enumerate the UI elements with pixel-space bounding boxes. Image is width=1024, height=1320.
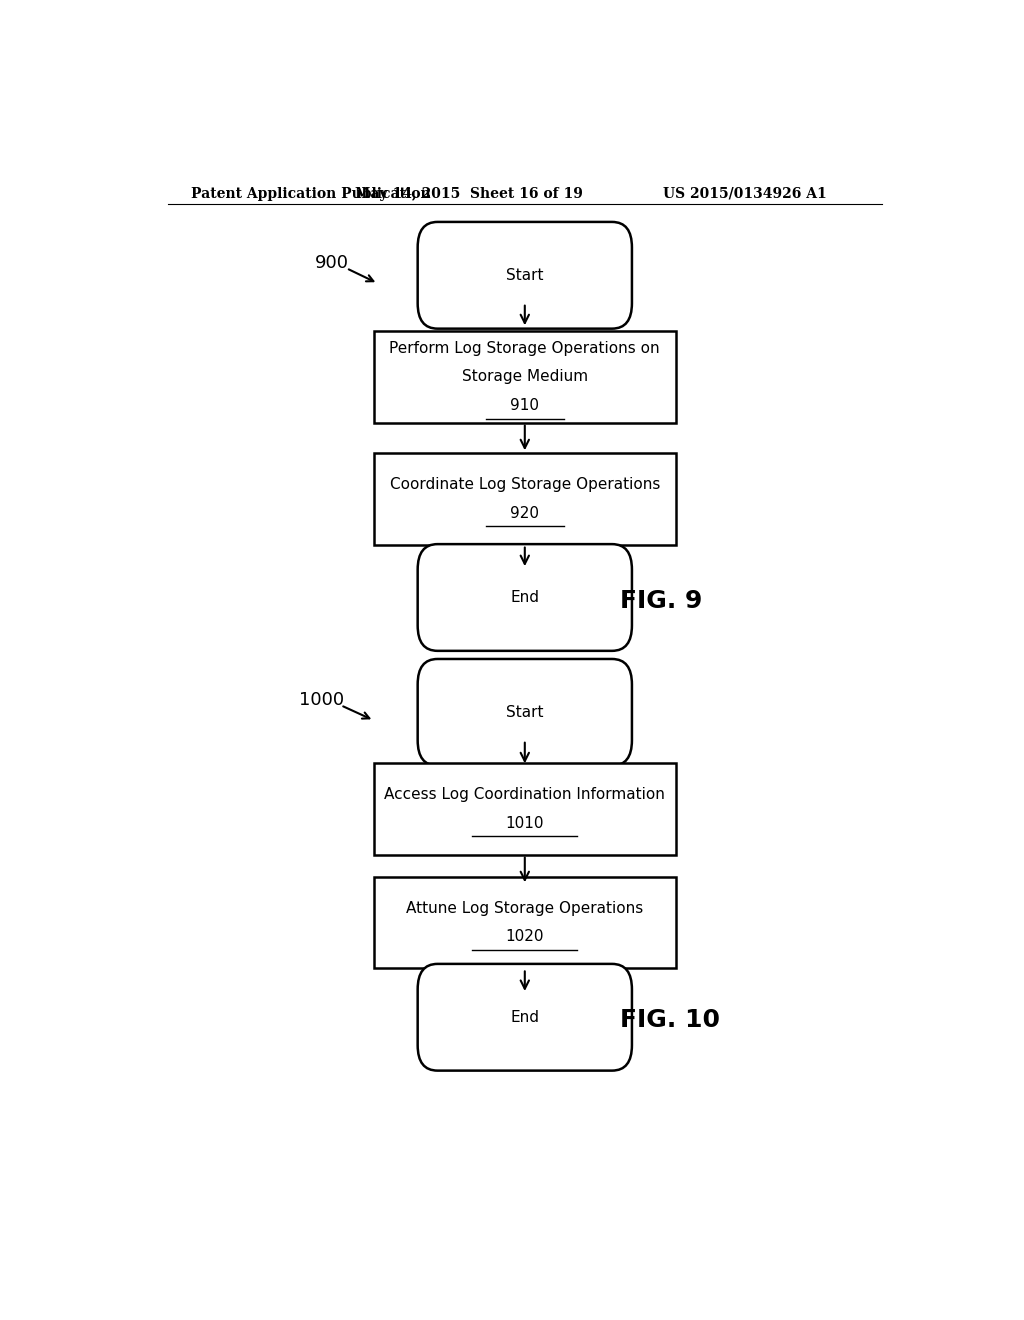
- Text: Access Log Coordination Information: Access Log Coordination Information: [384, 787, 666, 803]
- Text: 910: 910: [510, 397, 540, 413]
- Bar: [374, 453, 676, 545]
- FancyBboxPatch shape: [418, 659, 632, 766]
- Text: 920: 920: [510, 506, 540, 520]
- Text: Storage Medium: Storage Medium: [462, 370, 588, 384]
- Text: Start: Start: [506, 268, 544, 282]
- Text: FIG. 10: FIG. 10: [620, 1008, 720, 1032]
- Bar: [374, 763, 676, 854]
- Text: Attune Log Storage Operations: Attune Log Storage Operations: [407, 902, 643, 916]
- Text: 900: 900: [314, 253, 348, 272]
- Text: Start: Start: [506, 705, 544, 719]
- Bar: [374, 876, 676, 969]
- Text: FIG. 9: FIG. 9: [620, 589, 702, 612]
- Text: Coordinate Log Storage Operations: Coordinate Log Storage Operations: [389, 477, 660, 492]
- Text: End: End: [510, 1010, 540, 1024]
- Text: Patent Application Publication: Patent Application Publication: [191, 187, 431, 201]
- Text: 1010: 1010: [506, 816, 544, 830]
- Text: Perform Log Storage Operations on: Perform Log Storage Operations on: [389, 341, 660, 356]
- Text: 1020: 1020: [506, 929, 544, 945]
- Text: End: End: [510, 590, 540, 605]
- Text: May 14, 2015  Sheet 16 of 19: May 14, 2015 Sheet 16 of 19: [355, 187, 584, 201]
- FancyBboxPatch shape: [418, 964, 632, 1071]
- Bar: [374, 331, 676, 422]
- FancyBboxPatch shape: [418, 222, 632, 329]
- FancyBboxPatch shape: [418, 544, 632, 651]
- Text: 1000: 1000: [299, 692, 344, 709]
- Text: US 2015/0134926 A1: US 2015/0134926 A1: [663, 187, 826, 201]
